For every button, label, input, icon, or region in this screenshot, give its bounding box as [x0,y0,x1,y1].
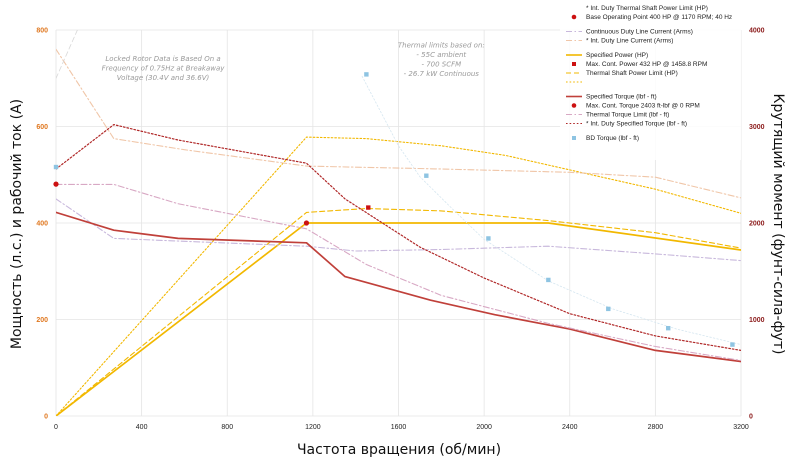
y-right-tick-label: 1000 [749,317,765,324]
y-left-tick-label: 0 [44,414,48,421]
note-text: - 700 SCFM [421,60,461,68]
y-left-axis-title: Мощность (л.с.) и рабочий ток (A) [9,99,25,349]
series-line [56,211,741,363]
x-tick-label: 2400 [562,424,578,431]
data-point [424,173,429,178]
y-left-tick-label: 400 [36,221,48,228]
legend-label: Continuous Duty Line Current (Arms) [586,29,693,36]
legend-label: Specified Power (HP) [586,52,648,59]
series-line [56,136,741,416]
series-line [56,222,741,416]
y-left-tick-label: 600 [36,124,48,131]
legend-label: * Int. Duty Thermal Shaft Power Limit (H… [586,5,708,12]
x-tick-label: 0 [54,424,58,431]
x-tick-label: 400 [136,424,148,431]
data-point [53,164,59,170]
data-point [53,181,59,187]
legend-box [560,3,741,160]
x-tick-label: 2000 [476,424,492,431]
x-tick-label: 2800 [648,424,664,431]
data-point [666,325,671,331]
plot-points [53,72,735,347]
note-text: Thermal limits based on: [398,41,485,49]
y-left-tick-label: 800 [36,28,48,35]
note-text: Voltage (30.4V and 36.6V) [117,74,210,82]
legend-swatch [572,62,576,66]
note-text: Frequency of 0.75Hz at Breakaway [102,64,226,72]
data-point [606,306,611,312]
y-right-tick-label: 4000 [749,28,765,35]
series-line [361,75,741,346]
x-axis-title: Частота вращения (об/мин) [297,442,501,458]
legend-label: * Int. Duty Line Current (Arms) [586,38,673,45]
plot-series [56,30,741,416]
legend-label: Max. Cont. Torque 2403 ft-lbf @ 0 RPM [586,103,700,110]
legend-label: Max. Cont. Power 432 HP @ 1458.8 RPM [586,61,707,68]
data-point [366,205,371,210]
legend-swatch [571,103,577,108]
legend-swatch [572,136,576,140]
legend: * Int. Duty Thermal Shaft Power Limit (H… [560,3,741,160]
x-tick-label: 1200 [305,424,321,431]
legend-swatch [571,14,577,20]
x-tick-label: 1600 [391,424,407,431]
y-left-tick-label: 200 [36,317,48,324]
x-tick-label: 3200 [733,424,749,431]
series-line [56,30,78,79]
data-point [303,220,310,226]
data-point [486,236,491,241]
y-right-tick-label: 0 [749,414,753,421]
series-line [56,48,741,199]
axes: 0 400 800 1200 1600 2000 2400 2800 3200020040060… [36,28,764,432]
x-tick-label: 800 [221,424,233,431]
legend-label: Thermal Torque Limit (lbf - ft) [586,112,669,119]
legend-label: * Int. Duty Specified Torque (lbf - ft) [586,121,687,128]
series-line [56,198,741,262]
note-text: Locked Rotor Data is Based On a [105,55,220,63]
note-text: - 55C ambient [416,51,466,59]
legend-label: Base Operating Point 400 HP @ 1170 RPM; … [586,14,732,21]
series-line [56,123,741,351]
annotations: Locked Rotor Data is Based On aFrequency… [102,41,485,82]
y-right-axis-title: Крутящий момент (фунт-сила-фут) [770,94,786,355]
series-line [56,207,741,416]
data-point [546,277,551,283]
legend-label: BD Torque (lbf - ft) [586,135,639,142]
y-right-tick-label: 2000 [749,221,765,228]
data-point [364,72,369,77]
data-point [730,342,735,347]
legend-label: Thermal Shaft Power Limit (HP) [586,70,678,77]
series-line [56,183,741,362]
y-right-tick-label: 3000 [749,124,765,131]
note-text: - 26.7 kW Continuous [404,70,480,78]
legend-label: Specified Torque (lbf - ft) [586,94,657,101]
